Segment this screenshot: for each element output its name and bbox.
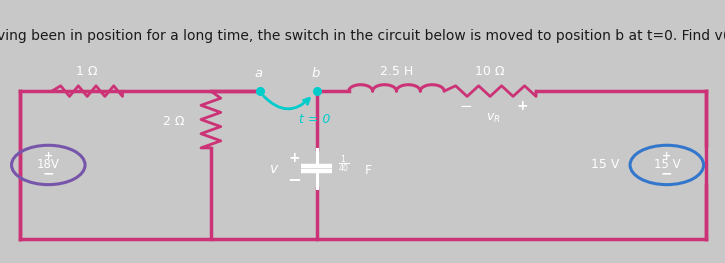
Text: 2.5 H: 2.5 H xyxy=(380,65,413,78)
Text: 18V: 18V xyxy=(37,158,59,171)
Text: $v_R$: $v_R$ xyxy=(486,112,501,125)
Text: +: + xyxy=(289,151,300,165)
Text: b: b xyxy=(311,67,320,80)
Text: −: − xyxy=(459,99,472,114)
Text: 15 V: 15 V xyxy=(653,158,680,171)
Text: 2 Ω: 2 Ω xyxy=(162,115,184,128)
Text: F: F xyxy=(365,164,372,177)
Text: a: a xyxy=(255,67,263,80)
Text: −: − xyxy=(287,170,301,188)
Text: $v$: $v$ xyxy=(269,162,280,176)
Text: +: + xyxy=(516,99,528,113)
Text: Having been in position for a long time, the switch in the circuit below is move: Having been in position for a long time,… xyxy=(0,29,725,43)
Text: −: − xyxy=(661,167,673,181)
Text: 15 V: 15 V xyxy=(591,158,619,171)
Text: +: + xyxy=(44,151,53,161)
Text: t = 0: t = 0 xyxy=(299,113,331,126)
Text: +: + xyxy=(662,151,671,161)
Text: −: − xyxy=(43,167,54,181)
Text: $\frac{1}{40}$: $\frac{1}{40}$ xyxy=(338,153,350,175)
Text: 10 Ω: 10 Ω xyxy=(476,65,505,78)
Text: 1 Ω: 1 Ω xyxy=(76,65,98,78)
